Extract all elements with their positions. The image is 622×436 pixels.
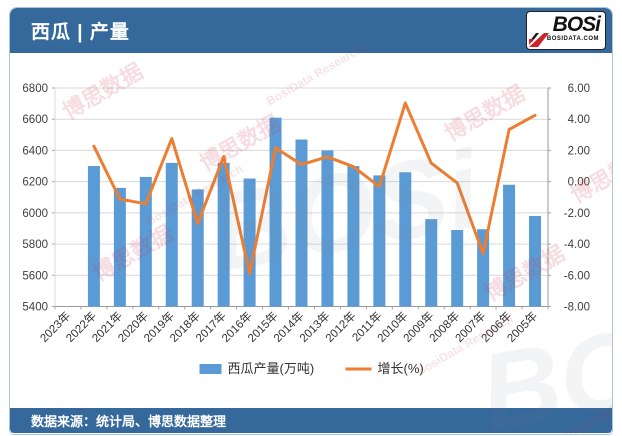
combo-chart: 5400 5600 5800 6000 6200 6400 6600 6800 -8.00 -6.… [22,83,590,376]
bar-2008年 [451,230,464,307]
chart-card: 西瓜 | 产量 BOSi BOSIDATA.COM 5400 5600 5800 60… [9,7,613,435]
bar-2015年 [269,117,282,307]
left-axis-label: 6200 [22,177,48,189]
bosi-logo-subtext: BOSIDATA.COM [546,36,599,42]
page-title: 西瓜 | 产量 [31,22,130,43]
bar-2010年 [399,172,412,307]
header-bar: 西瓜 | 产量 BOSi BOSIDATA.COM [10,8,612,53]
bar-2013年 [321,150,334,307]
right-axis-label: 0.00 [568,177,590,189]
right-axis-label: -4.00 [564,239,590,251]
left-axis-label: 6800 [22,83,48,95]
bar-2012年 [347,166,360,307]
footer-bar: 数据来源：统计局、博思数据整理 [10,408,612,433]
left-axis-label: 6400 [22,145,48,157]
bar-2006年 [503,184,516,307]
chart-area: 5400 5600 5800 6000 6200 6400 6600 6800 -8.00 -6.… [10,53,612,408]
legend-bar-swatch [199,364,222,374]
logo-stripes-icon [529,33,549,47]
data-source-text: 数据来源：统计局、博思数据整理 [31,414,227,429]
left-axis-label: 5400 [22,302,48,314]
right-axis-label: 2.00 [568,145,590,157]
bar-2005年 [529,215,542,307]
bar-2017年 [217,162,230,307]
bar-2020年 [139,176,152,307]
growth-line [92,101,537,276]
bar-2011年 [373,175,386,307]
right-axis-label: 4.00 [568,114,590,126]
right-axis-label: -2.00 [564,208,590,220]
right-axis-label: -8.00 [564,302,590,314]
bar-2019年 [165,162,178,307]
right-axis-label: 6.00 [568,83,590,95]
left-axis-label: 5600 [22,270,48,282]
bar-2021年 [113,187,126,307]
bar-2022年 [87,166,100,307]
bosi-logo: BOSi BOSIDATA.COM [526,11,606,50]
bar-2014年 [295,139,308,307]
bar-2009年 [425,219,438,307]
right-axis-label: -6.00 [564,270,590,282]
left-axis-label: 6600 [22,114,48,126]
legend-bar-label: 西瓜产量(万吨) [228,361,315,376]
bosi-logo-text: BOSi [552,13,601,36]
bar-2016年 [243,178,256,307]
left-axis-label: 5800 [22,239,48,251]
left-axis-label: 6000 [22,208,48,220]
legend-line-label: 增长(%) [378,361,424,376]
